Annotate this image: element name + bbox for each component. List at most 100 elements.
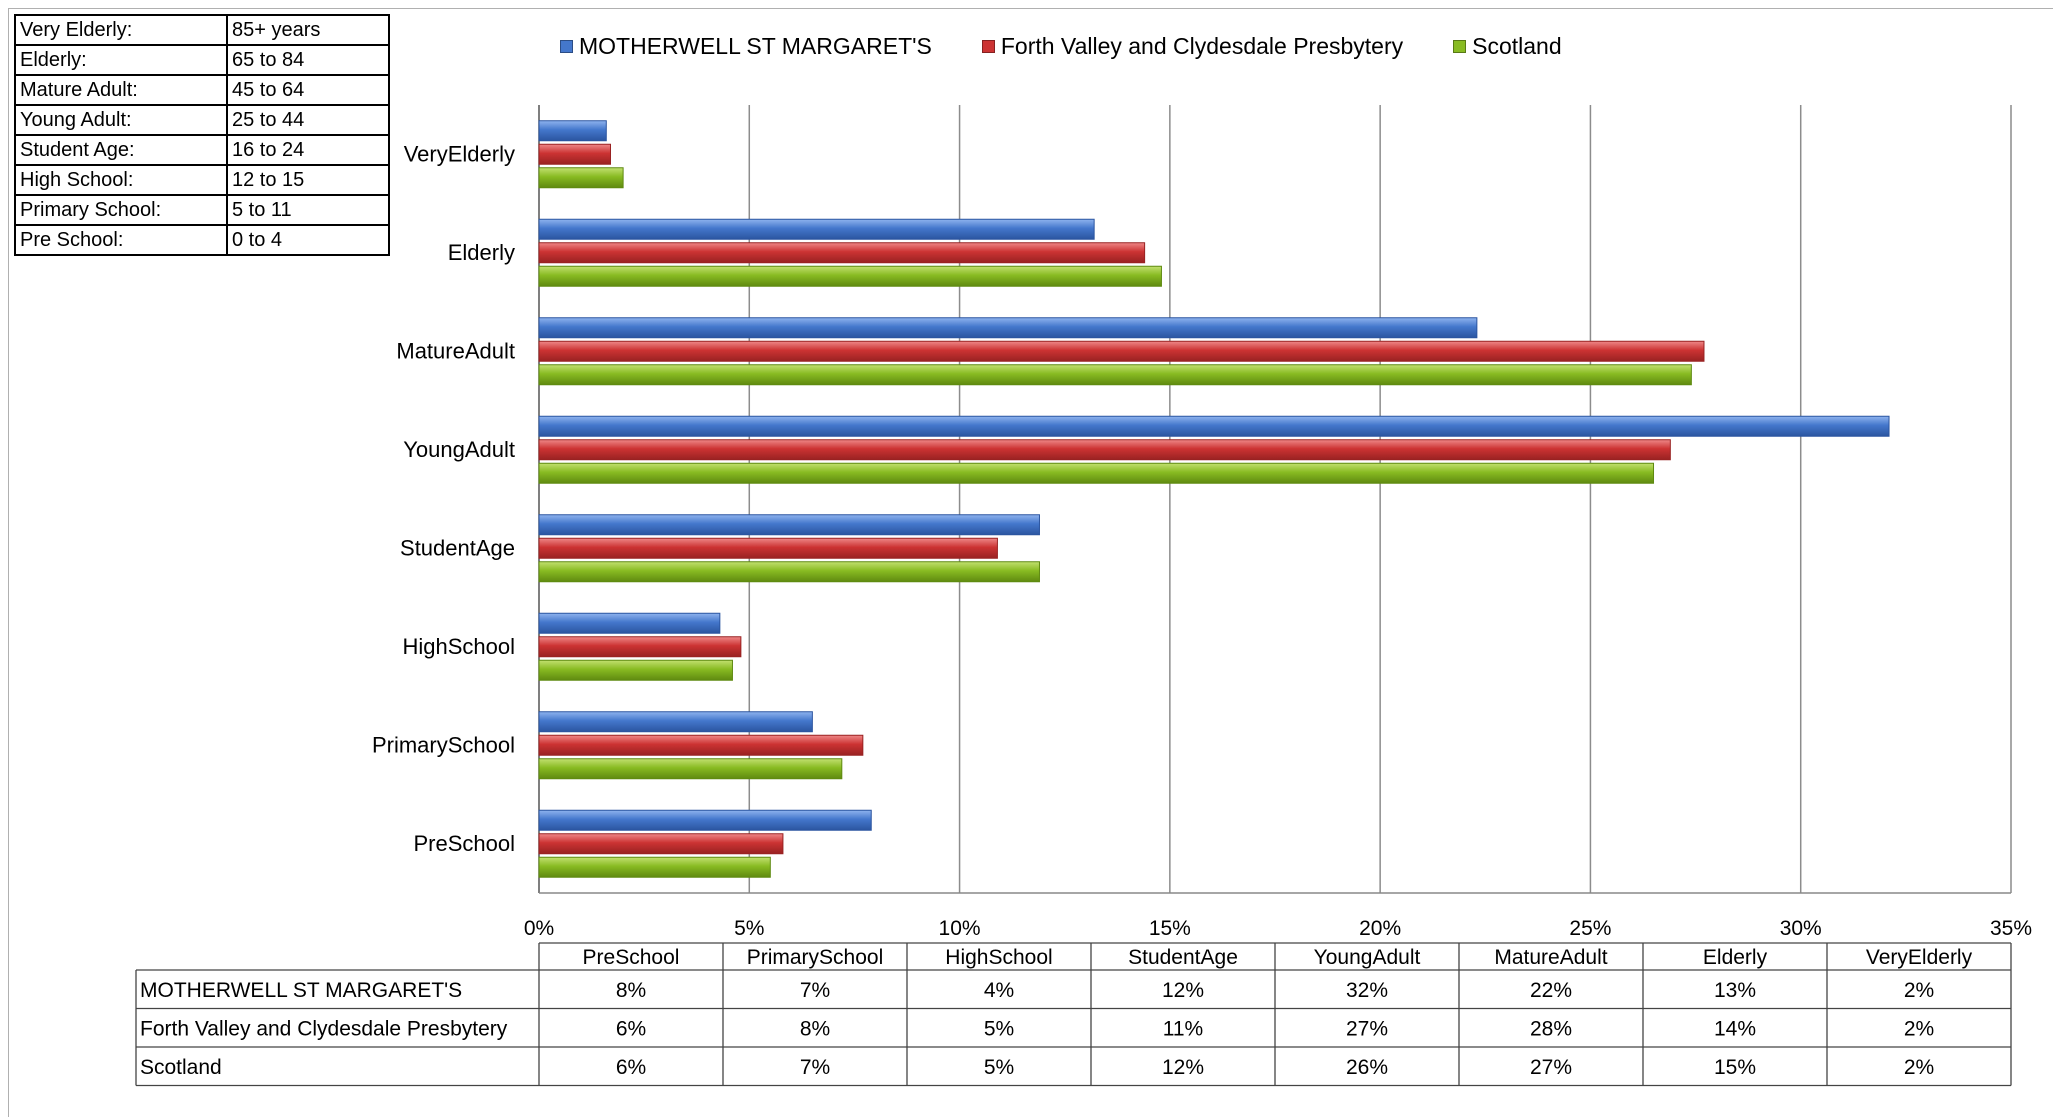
table-cell: 13% xyxy=(1714,979,1756,1002)
table-cell: 2% xyxy=(1904,1056,1934,1079)
chart-frame xyxy=(8,8,2053,1117)
x-tick-label: 15% xyxy=(1149,917,1191,940)
legend-label: Forth Valley and Clydesdale Presbytery xyxy=(1000,32,1404,59)
category-label: MatureAdult xyxy=(396,338,515,363)
age-key-range: 0 to 4 xyxy=(226,224,390,256)
table-cell: 26% xyxy=(1346,1056,1388,1079)
table-header-cell: VeryElderly xyxy=(1866,946,1973,969)
table-row-label: Forth Valley and Clydesdale Presbytery xyxy=(140,1018,508,1041)
age-key-label: Very Elderly: xyxy=(14,14,228,46)
table-header-cell: PreSchool xyxy=(583,946,680,969)
bar xyxy=(538,659,733,681)
bar xyxy=(538,242,1146,264)
category-label: StudentAge xyxy=(400,535,515,560)
legend-swatch xyxy=(560,39,573,53)
table-header-cell: StudentAge xyxy=(1128,946,1238,969)
x-tick-label: 30% xyxy=(1780,917,1822,940)
table-cell: 28% xyxy=(1530,1018,1572,1041)
legend-item: Scotland xyxy=(1453,33,1562,60)
bar xyxy=(538,120,607,142)
x-tick-label: 5% xyxy=(734,917,764,940)
bar xyxy=(538,364,1692,386)
age-key-label: Student Age: xyxy=(14,134,228,166)
x-tick-label: 0% xyxy=(524,917,554,940)
bar xyxy=(538,636,742,658)
bar xyxy=(538,415,1890,437)
bar xyxy=(538,439,1671,461)
table-cell: 14% xyxy=(1714,1018,1756,1041)
table-cell: 5% xyxy=(984,1056,1014,1079)
table-header-cell: YoungAdult xyxy=(1314,946,1421,969)
bar xyxy=(538,758,843,780)
bar xyxy=(538,462,1655,484)
age-key-row: Elderly: 65 to 84 xyxy=(14,44,390,76)
age-key-range: 12 to 15 xyxy=(226,164,390,196)
category-label: Elderly xyxy=(448,240,515,265)
table-cell: 32% xyxy=(1346,979,1388,1002)
table-cell: 7% xyxy=(800,979,830,1002)
bar xyxy=(538,143,611,165)
bar xyxy=(538,561,1040,583)
table-cell: 5% xyxy=(984,1018,1014,1041)
age-key-table: Very Elderly: 85+ years Elderly: 65 to 84 Ma… xyxy=(14,14,390,256)
age-key-row: Primary School: 5 to 11 xyxy=(14,194,390,226)
bar xyxy=(538,809,872,831)
table-header-cell: Elderly xyxy=(1703,946,1768,969)
age-key-range: 5 to 11 xyxy=(226,194,390,226)
table-header-cell: HighSchool xyxy=(945,946,1052,969)
table-row-label: Scotland xyxy=(140,1056,222,1079)
bar xyxy=(538,514,1040,536)
table-cell: 2% xyxy=(1904,979,1934,1002)
age-key-label: Mature Adult: xyxy=(14,74,228,106)
table-cell: 4% xyxy=(984,979,1014,1002)
bar xyxy=(538,856,771,878)
table-header-cell: PrimarySchool xyxy=(747,946,884,969)
chart-legend: MOTHERWELL ST MARGARET'S Forth Valley and… xyxy=(560,30,1612,62)
age-key-label: Pre School: xyxy=(14,224,228,256)
bar xyxy=(538,218,1095,240)
age-key-range: 45 to 64 xyxy=(226,74,390,106)
age-key-label: High School: xyxy=(14,164,228,196)
legend-swatch xyxy=(981,39,995,53)
age-key-range: 16 to 24 xyxy=(226,134,390,166)
bar xyxy=(538,340,1705,362)
table-cell: 15% xyxy=(1714,1056,1756,1079)
table-cell: 2% xyxy=(1904,1018,1934,1041)
table-cell: 27% xyxy=(1530,1056,1572,1079)
category-label: PrimarySchool xyxy=(372,732,515,757)
bar xyxy=(538,167,624,189)
table-cell: 27% xyxy=(1346,1018,1388,1041)
legend-label: Scotland xyxy=(1472,32,1562,59)
category-label: PreSchool xyxy=(413,831,515,856)
bar xyxy=(538,537,998,559)
legend-item: MOTHERWELL ST MARGARET'S xyxy=(560,33,932,60)
bar xyxy=(538,265,1162,287)
age-key-body: Very Elderly: 85+ years Elderly: 65 to 84 Ma… xyxy=(14,14,390,256)
age-key-range: 85+ years xyxy=(226,14,390,46)
bar xyxy=(538,711,813,733)
table-cell: 12% xyxy=(1162,1056,1204,1079)
age-key-row: Pre School: 0 to 4 xyxy=(14,224,390,256)
table-row-label: MOTHERWELL ST MARGARET'S xyxy=(140,979,462,1002)
category-label: YoungAdult xyxy=(403,437,515,462)
table-cell: 8% xyxy=(616,979,646,1002)
x-tick-label: 35% xyxy=(1990,917,2032,940)
table-header-cell: MatureAdult xyxy=(1494,946,1607,969)
age-key-row: Student Age: 16 to 24 xyxy=(14,134,390,166)
x-tick-label: 10% xyxy=(939,917,981,940)
age-key-label: Elderly: xyxy=(14,44,228,76)
legend-label: MOTHERWELL ST MARGARET'S xyxy=(579,32,932,59)
age-key-row: Very Elderly: 85+ years xyxy=(14,14,390,46)
table-cell: 6% xyxy=(616,1056,646,1079)
x-tick-label: 20% xyxy=(1359,917,1401,940)
legend-swatch xyxy=(1453,39,1467,53)
table-cell: 11% xyxy=(1163,1018,1203,1041)
table-cell: 7% xyxy=(800,1056,830,1079)
age-key-range: 65 to 84 xyxy=(226,44,390,76)
category-label: VeryElderly xyxy=(404,141,515,166)
bar xyxy=(538,734,864,756)
x-tick-label: 25% xyxy=(1569,917,1611,940)
age-key-range: 25 to 44 xyxy=(226,104,390,136)
